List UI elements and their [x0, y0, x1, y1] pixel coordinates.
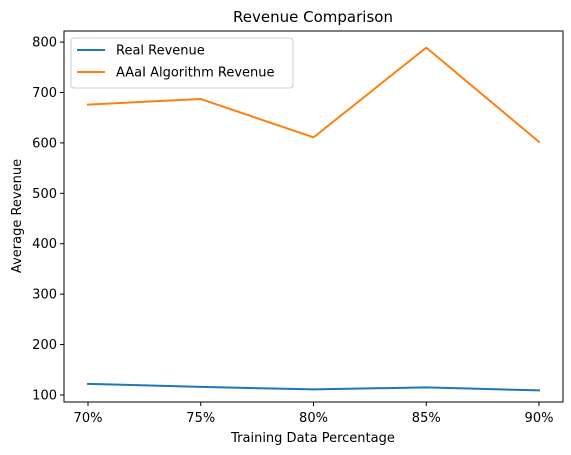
x-tick-label: 80% [299, 411, 328, 426]
legend-box [70, 37, 294, 89]
y-tick-label: 500 [32, 187, 57, 202]
y-tick-label: 300 [32, 288, 57, 303]
series-line-1 [86, 382, 541, 392]
x-tick-label: 90% [525, 411, 554, 426]
y-tick-label: 700 [32, 86, 57, 101]
x-tick-label: 75% [186, 411, 215, 426]
y-axis-label: Average Revenue [10, 159, 25, 273]
legend-label-1: Real Revenue [116, 44, 205, 59]
x-tick-label: 70% [74, 411, 103, 426]
y-tick-label: 100 [32, 388, 57, 403]
y-tick-label: 200 [32, 338, 57, 353]
x-tick-label: 85% [412, 411, 441, 426]
x-axis: 70% 75% 80% 85% 90% [74, 402, 554, 426]
y-tick-label: 800 [32, 36, 57, 51]
series-lines [86, 46, 541, 392]
x-axis-label: Training Data Percentage [230, 431, 395, 446]
legend-label-2: AAaI Algorithm Revenue [116, 66, 275, 81]
y-axis: 100 200 300 400 500 600 700 800 [32, 36, 64, 403]
chart-title: Revenue Comparison [233, 8, 393, 26]
y-tick-label: 400 [32, 237, 57, 252]
y-tick-label: 600 [32, 136, 57, 151]
series-line-2 [86, 46, 541, 144]
legend: Real Revenue AAaI Algorithm Revenue [70, 37, 294, 89]
